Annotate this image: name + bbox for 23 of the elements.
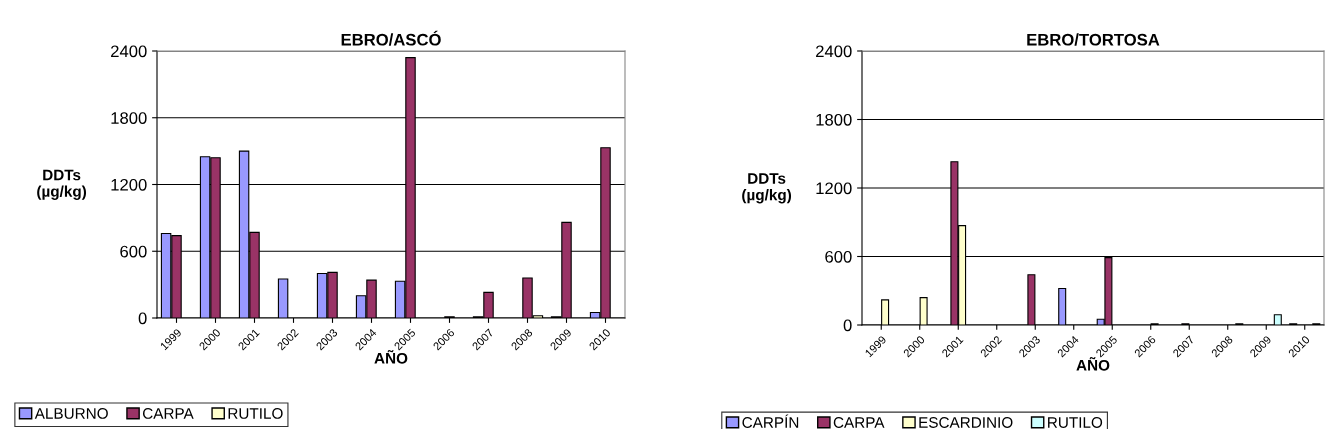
legend-label: CARPA [833,417,885,428]
chart-title: EBRO/ASCÓ [341,30,441,46]
legend-label: CARPA [142,408,194,419]
y-tick-label: 1800 [111,112,147,124]
x-axis-title: AÑO [1076,356,1110,371]
legend-label: ALBURNO [34,408,108,419]
legend-label: ESCARDINIO [919,417,1013,428]
y-axis-title: DDTs (µg/kg) [742,173,792,204]
y-tick-label: 2400 [816,45,852,58]
legend-label: RUTILO [228,408,283,419]
y-tick-label: 1200 [816,182,852,195]
y-tick-label: 0 [843,319,852,332]
y-tick-label: 600 [825,250,852,263]
chart-title: EBRO/TORTOSA [1027,33,1160,46]
y-axis-title: DDTs (µg/kg) [37,169,87,200]
y-tick-label: 1200 [111,178,147,191]
y-tick-label: 1800 [816,113,852,126]
y-tick-label: 600 [120,245,147,258]
x-axis-title: AÑO [374,349,408,364]
y-tick-label: 2400 [111,45,147,58]
legend-label: RUTILO [1048,417,1103,428]
legend-label: CARPÍN [742,414,799,428]
y-tick-label: 0 [138,312,147,325]
